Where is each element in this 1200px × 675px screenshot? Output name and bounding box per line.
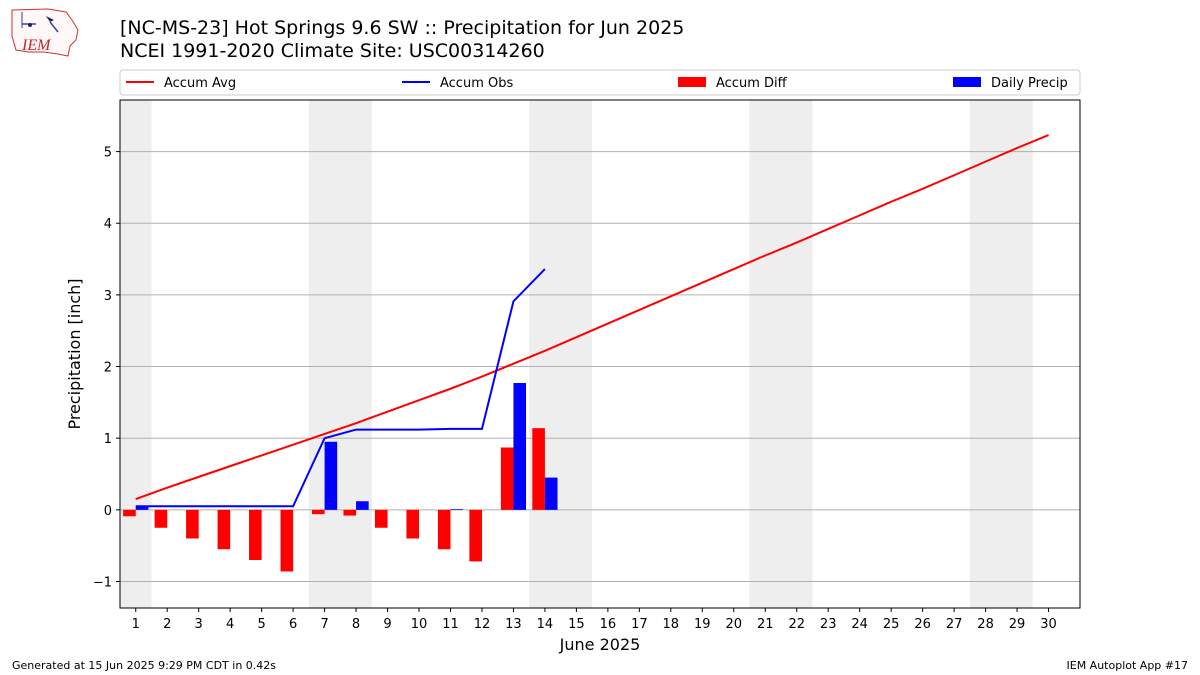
x-tick-label: 13 — [505, 617, 522, 632]
x-tick-label: 11 — [442, 617, 459, 632]
y-tick-label: 1 — [104, 432, 112, 447]
y-axis-label: Precipitation [inch] — [65, 278, 84, 429]
accum-diff-bar — [217, 509, 231, 550]
x-tick-label: 8 — [352, 617, 360, 632]
x-tick-label: 12 — [474, 617, 491, 632]
x-tick-label: 6 — [289, 617, 297, 632]
accum-diff-bar — [500, 447, 514, 510]
y-tick-label: 4 — [104, 217, 112, 232]
x-tick-label: 7 — [320, 617, 328, 632]
y-tick-label: −1 — [93, 575, 112, 590]
x-tick-label: 4 — [226, 617, 234, 632]
weekend-band — [749, 100, 813, 608]
accum-diff-bar — [249, 509, 262, 560]
accum-diff-bar — [123, 509, 136, 517]
accum-diff-bar — [343, 509, 357, 516]
y-tick-label: 5 — [104, 146, 112, 161]
x-tick-label: 5 — [257, 617, 265, 632]
legend-label: Accum Diff — [716, 76, 788, 91]
x-tick-label: 10 — [411, 617, 428, 632]
x-tick-label: 19 — [694, 617, 711, 632]
y-tick-label: 0 — [104, 504, 112, 519]
legend-daily-precip-swatch — [953, 77, 981, 87]
x-axis-label: June 2025 — [559, 635, 641, 654]
x-tick-label: 23 — [820, 617, 837, 632]
weekend-band — [120, 100, 152, 608]
logo-text: IEM — [21, 37, 52, 54]
x-tick-label: 14 — [537, 617, 554, 632]
accum-diff-bar — [406, 509, 420, 539]
legend-label: Daily Precip — [991, 76, 1068, 91]
y-tick-label: 3 — [104, 289, 112, 304]
accum-avg-line — [135, 134, 1049, 501]
weekend-band — [308, 100, 372, 608]
legend-accum-diff-swatch — [678, 77, 706, 87]
x-tick-label: 2 — [163, 617, 171, 632]
accum-diff-bar — [186, 509, 199, 539]
legend-label: Accum Avg — [164, 76, 236, 91]
daily-precip-bar — [356, 501, 369, 510]
accum-diff-bar — [280, 509, 294, 572]
x-tick-label: 18 — [663, 617, 680, 632]
x-tick-label: 29 — [1009, 617, 1026, 632]
x-tick-label: 9 — [383, 617, 391, 632]
x-tick-label: 3 — [195, 617, 203, 632]
generated-note: Generated at 15 Jun 2025 9:29 PM CDT in … — [12, 659, 277, 672]
x-tick-label: 24 — [851, 617, 868, 632]
daily-precip-bar — [135, 506, 149, 510]
accum-diff-bar — [374, 509, 388, 528]
app-credit: IEM Autoplot App #17 — [1066, 659, 1189, 672]
x-tick-label: 30 — [1040, 617, 1057, 632]
daily-precip-bar — [450, 509, 464, 510]
daily-precip-bar — [324, 441, 338, 510]
x-tick-label: 27 — [946, 617, 963, 632]
plot-frame — [119, 99, 1081, 609]
legend-label: Accum Obs — [440, 76, 513, 91]
x-tick-label: 20 — [725, 617, 742, 632]
daily-precip-bar — [513, 383, 527, 510]
x-tick-label: 17 — [631, 617, 648, 632]
accum-diff-bar — [469, 509, 482, 562]
x-tick-label: 16 — [600, 617, 617, 632]
accum-diff-bar — [532, 428, 545, 510]
chart-title: [NC-MS-23] Hot Springs 9.6 SW :: Precipi… — [120, 17, 685, 39]
x-tick-label: 1 — [132, 617, 140, 632]
weekend-band — [969, 100, 1033, 608]
accum-diff-bar — [154, 509, 168, 528]
accum-diff-bar — [312, 509, 325, 515]
accum-diff-bar — [437, 509, 451, 550]
x-tick-label: 15 — [568, 617, 585, 632]
iem-logo: IEM — [11, 8, 79, 57]
x-tick-label: 25 — [883, 617, 900, 632]
x-tick-label: 26 — [914, 617, 931, 632]
y-tick-label: 2 — [104, 361, 112, 376]
x-tick-label: 28 — [977, 617, 994, 632]
accum-obs-line — [135, 268, 546, 508]
x-tick-label: 21 — [757, 617, 774, 632]
legend-box — [119, 69, 1081, 96]
daily-precip-bar — [544, 477, 558, 510]
x-tick-label: 22 — [788, 617, 805, 632]
chart-subtitle: NCEI 1991-2020 Climate Site: USC00314260 — [120, 40, 545, 62]
